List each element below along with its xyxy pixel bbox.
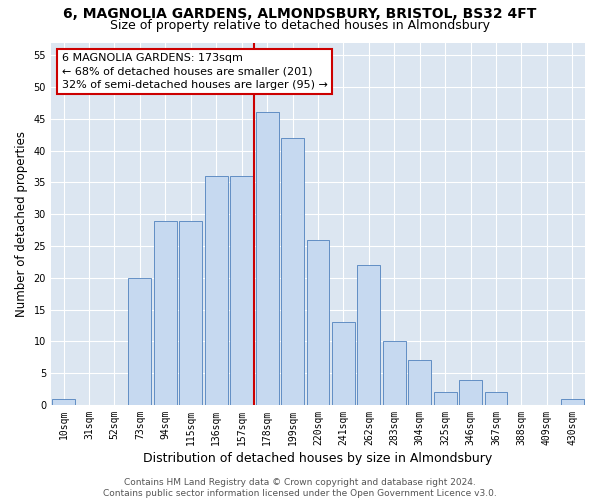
Bar [179, 220, 202, 405]
Bar [408, 360, 431, 405]
Bar [307, 240, 329, 405]
Bar [128, 278, 151, 405]
Bar [332, 322, 355, 405]
Bar [434, 392, 457, 405]
Bar [52, 398, 75, 405]
Bar [281, 138, 304, 405]
Text: 6, MAGNOLIA GARDENS, ALMONDSBURY, BRISTOL, BS32 4FT: 6, MAGNOLIA GARDENS, ALMONDSBURY, BRISTO… [64, 8, 536, 22]
Text: Size of property relative to detached houses in Almondsbury: Size of property relative to detached ho… [110, 18, 490, 32]
Text: 6 MAGNOLIA GARDENS: 173sqm
← 68% of detached houses are smaller (201)
32% of sem: 6 MAGNOLIA GARDENS: 173sqm ← 68% of deta… [62, 54, 328, 90]
Bar [561, 398, 584, 405]
Bar [154, 220, 177, 405]
X-axis label: Distribution of detached houses by size in Almondsbury: Distribution of detached houses by size … [143, 452, 493, 465]
Text: Contains HM Land Registry data © Crown copyright and database right 2024.
Contai: Contains HM Land Registry data © Crown c… [103, 478, 497, 498]
Bar [383, 342, 406, 405]
Bar [256, 112, 278, 405]
Bar [358, 265, 380, 405]
Bar [205, 176, 227, 405]
Bar [459, 380, 482, 405]
Bar [230, 176, 253, 405]
Bar [485, 392, 508, 405]
Y-axis label: Number of detached properties: Number of detached properties [15, 130, 28, 316]
